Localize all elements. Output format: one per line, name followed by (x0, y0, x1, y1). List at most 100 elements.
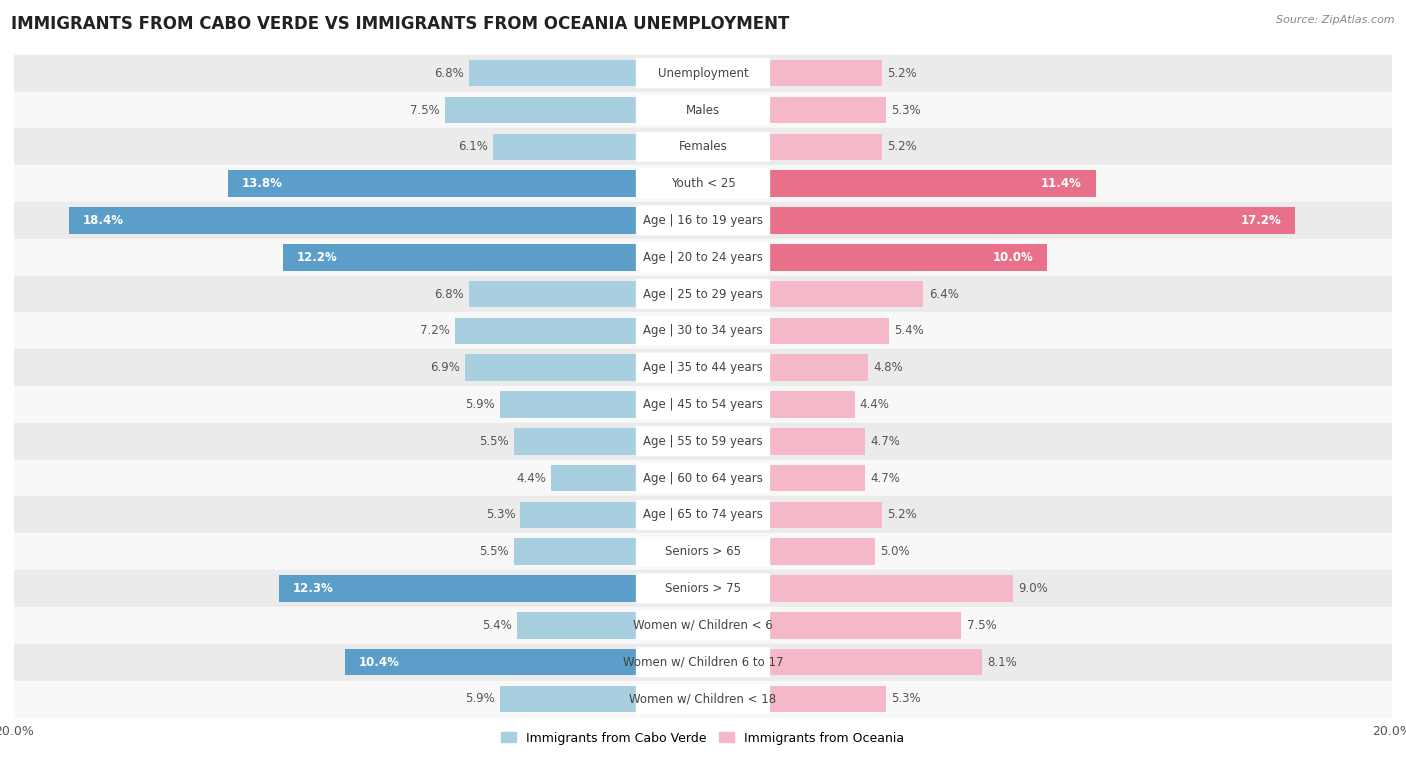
FancyBboxPatch shape (636, 389, 770, 419)
Bar (14, 92, 1392, 129)
Bar (494, 133, 703, 160)
Text: 4.4%: 4.4% (859, 398, 890, 411)
FancyBboxPatch shape (636, 132, 770, 162)
Text: Age | 16 to 19 years: Age | 16 to 19 years (643, 214, 763, 227)
Bar (703, 133, 882, 160)
Text: 5.3%: 5.3% (891, 104, 921, 117)
FancyBboxPatch shape (636, 684, 770, 714)
Text: IMMIGRANTS FROM CABO VERDE VS IMMIGRANTS FROM OCEANIA UNEMPLOYMENT: IMMIGRANTS FROM CABO VERDE VS IMMIGRANTS… (11, 15, 790, 33)
Text: 8.1%: 8.1% (987, 656, 1017, 668)
Bar (703, 318, 889, 344)
Bar (456, 318, 703, 344)
Text: Seniors > 65: Seniors > 65 (665, 545, 741, 558)
FancyBboxPatch shape (636, 426, 770, 456)
Bar (14, 165, 1392, 202)
Text: 5.3%: 5.3% (485, 509, 515, 522)
Text: 4.4%: 4.4% (516, 472, 547, 484)
Bar (703, 612, 962, 639)
FancyBboxPatch shape (636, 463, 770, 493)
Text: 18.4%: 18.4% (83, 214, 124, 227)
Bar (14, 129, 1392, 165)
Bar (228, 170, 703, 197)
Text: 6.9%: 6.9% (430, 361, 460, 374)
FancyBboxPatch shape (636, 279, 770, 309)
Text: 17.2%: 17.2% (1241, 214, 1282, 227)
Bar (703, 391, 855, 418)
Text: 7.5%: 7.5% (409, 104, 440, 117)
Text: Women w/ Children 6 to 17: Women w/ Children 6 to 17 (623, 656, 783, 668)
Bar (551, 465, 703, 491)
Bar (14, 607, 1392, 643)
Text: 9.0%: 9.0% (1018, 582, 1047, 595)
Text: Age | 65 to 74 years: Age | 65 to 74 years (643, 509, 763, 522)
Text: 5.3%: 5.3% (891, 693, 921, 706)
FancyBboxPatch shape (636, 537, 770, 567)
Text: 5.9%: 5.9% (465, 693, 495, 706)
Text: 12.2%: 12.2% (297, 251, 337, 263)
Bar (14, 423, 1392, 459)
Text: 4.7%: 4.7% (870, 472, 900, 484)
Bar (703, 60, 882, 86)
Text: Age | 35 to 44 years: Age | 35 to 44 years (643, 361, 763, 374)
Bar (520, 502, 703, 528)
Text: 5.4%: 5.4% (482, 618, 512, 632)
Text: 10.0%: 10.0% (993, 251, 1033, 263)
Text: Youth < 25: Youth < 25 (671, 177, 735, 190)
Text: 5.5%: 5.5% (479, 545, 509, 558)
Bar (703, 502, 882, 528)
Bar (280, 575, 703, 602)
Bar (703, 538, 875, 565)
Bar (14, 459, 1392, 497)
FancyBboxPatch shape (636, 610, 770, 640)
Bar (14, 313, 1392, 349)
Bar (703, 649, 981, 675)
Text: Age | 60 to 64 years: Age | 60 to 64 years (643, 472, 763, 484)
Text: 4.7%: 4.7% (870, 435, 900, 448)
Bar (14, 681, 1392, 718)
Text: 4.8%: 4.8% (873, 361, 903, 374)
Bar (283, 244, 703, 270)
Bar (703, 244, 1047, 270)
Bar (14, 55, 1392, 92)
Bar (465, 354, 703, 381)
FancyBboxPatch shape (636, 316, 770, 346)
Text: Age | 45 to 54 years: Age | 45 to 54 years (643, 398, 763, 411)
FancyBboxPatch shape (636, 169, 770, 199)
Bar (703, 465, 865, 491)
Bar (517, 612, 703, 639)
Text: 10.4%: 10.4% (359, 656, 399, 668)
Bar (14, 533, 1392, 570)
Bar (468, 281, 703, 307)
Bar (468, 60, 703, 86)
Bar (14, 386, 1392, 423)
Text: Seniors > 75: Seniors > 75 (665, 582, 741, 595)
Text: Source: ZipAtlas.com: Source: ZipAtlas.com (1277, 15, 1395, 25)
Bar (703, 97, 886, 123)
Text: 5.2%: 5.2% (887, 140, 917, 154)
Bar (14, 570, 1392, 607)
Bar (14, 643, 1392, 681)
Text: 5.9%: 5.9% (465, 398, 495, 411)
FancyBboxPatch shape (636, 242, 770, 273)
FancyBboxPatch shape (636, 353, 770, 383)
Text: Unemployment: Unemployment (658, 67, 748, 79)
FancyBboxPatch shape (636, 205, 770, 235)
Bar (499, 686, 703, 712)
Bar (513, 538, 703, 565)
Bar (69, 207, 703, 234)
Bar (14, 239, 1392, 276)
Text: 5.5%: 5.5% (479, 435, 509, 448)
Bar (703, 686, 886, 712)
Legend: Immigrants from Cabo Verde, Immigrants from Oceania: Immigrants from Cabo Verde, Immigrants f… (496, 727, 910, 749)
Text: Age | 25 to 29 years: Age | 25 to 29 years (643, 288, 763, 301)
Text: Women w/ Children < 6: Women w/ Children < 6 (633, 618, 773, 632)
Text: Age | 30 to 34 years: Age | 30 to 34 years (643, 324, 763, 338)
Text: Women w/ Children < 18: Women w/ Children < 18 (630, 693, 776, 706)
FancyBboxPatch shape (636, 500, 770, 530)
Bar (703, 428, 865, 454)
Text: 6.1%: 6.1% (458, 140, 488, 154)
Text: 5.0%: 5.0% (880, 545, 910, 558)
Text: 5.4%: 5.4% (894, 324, 924, 338)
Text: 5.2%: 5.2% (887, 67, 917, 79)
Text: 6.4%: 6.4% (928, 288, 959, 301)
